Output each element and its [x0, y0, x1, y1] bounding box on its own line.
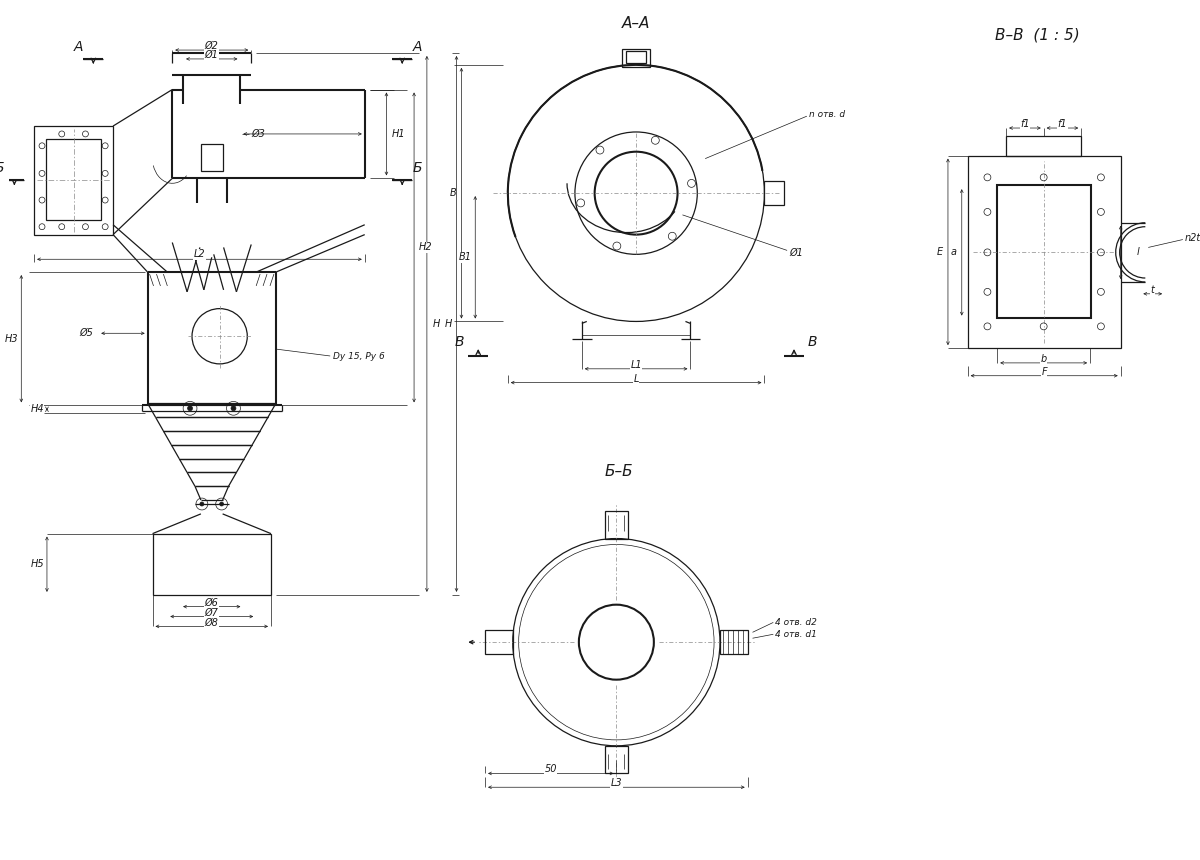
Text: В: В: [808, 335, 817, 349]
Text: H1: H1: [391, 129, 406, 139]
Text: t: t: [1151, 285, 1154, 295]
Bar: [997, 185, 1091, 318]
Text: В: В: [455, 335, 464, 349]
Text: Б–Б: Б–Б: [605, 464, 634, 479]
Bar: [720, 630, 748, 654]
Text: А: А: [73, 40, 83, 54]
Bar: [623, 49, 650, 67]
Bar: [152, 533, 271, 595]
Text: H: H: [445, 319, 452, 329]
Text: B: B: [450, 188, 457, 198]
Text: L: L: [634, 374, 638, 384]
Text: L3: L3: [611, 778, 622, 789]
Text: А–А: А–А: [622, 16, 650, 31]
Text: H3: H3: [5, 334, 18, 344]
Circle shape: [230, 406, 236, 411]
Bar: [485, 630, 512, 654]
Text: n2t: n2t: [1184, 232, 1200, 243]
Text: l: l: [1138, 248, 1140, 257]
Text: F: F: [1042, 366, 1046, 377]
Text: Ø3: Ø3: [251, 129, 265, 139]
Circle shape: [220, 502, 223, 506]
Text: 50: 50: [545, 765, 557, 775]
Text: Ø6: Ø6: [205, 598, 218, 608]
Text: f1: f1: [1020, 119, 1030, 129]
Circle shape: [200, 502, 204, 506]
Text: H2: H2: [419, 243, 433, 253]
Bar: [605, 746, 629, 773]
Text: Ø2: Ø2: [205, 41, 218, 51]
Bar: [1006, 136, 1081, 156]
Text: f1: f1: [1057, 119, 1067, 129]
Bar: [46, 138, 101, 220]
Text: Ø5: Ø5: [79, 329, 94, 338]
Bar: [626, 51, 646, 63]
Text: 4 отв. d1: 4 отв. d1: [775, 630, 817, 639]
Text: b: b: [1040, 354, 1046, 364]
Text: В–В  (1 : 5): В–В (1 : 5): [995, 28, 1080, 43]
Text: L1: L1: [630, 359, 642, 370]
Text: Ø8: Ø8: [205, 617, 218, 628]
Text: Ø1: Ø1: [205, 50, 218, 60]
Text: Ø1: Ø1: [790, 248, 803, 257]
Text: n отв. d: n отв. d: [809, 110, 845, 119]
Text: Б: Б: [413, 162, 421, 175]
Text: Б: Б: [0, 162, 5, 175]
Text: H: H: [433, 319, 440, 329]
Text: B1: B1: [458, 252, 472, 262]
Bar: [605, 511, 629, 538]
Text: H4: H4: [30, 404, 44, 415]
Text: Ø7: Ø7: [205, 607, 218, 617]
Text: L2: L2: [193, 249, 205, 260]
Text: E: E: [937, 247, 943, 257]
Bar: [967, 156, 1121, 348]
Bar: [200, 144, 223, 171]
Text: H5: H5: [30, 559, 44, 569]
Circle shape: [187, 406, 192, 411]
Bar: [34, 126, 113, 235]
Text: А: А: [413, 40, 421, 54]
Text: 4 отв. d2: 4 отв. d2: [775, 618, 817, 627]
Bar: [764, 181, 784, 205]
Text: a: a: [950, 248, 956, 257]
Text: Dy 15, Py 6: Dy 15, Py 6: [334, 353, 385, 361]
